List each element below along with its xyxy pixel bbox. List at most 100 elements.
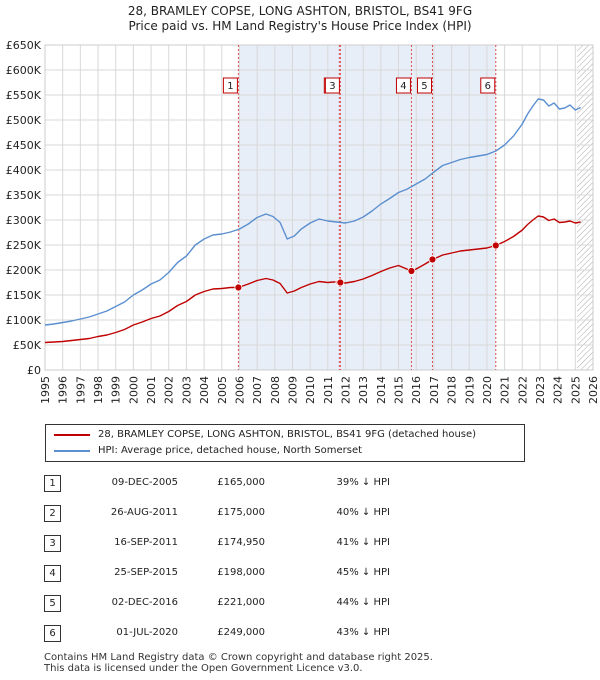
x-tick-label: 2023 [534,376,547,404]
transaction-row: 6 01-JUL-2020 £249,000 43% ↓ HPI [0,625,600,645]
transaction-marker [407,267,416,275]
y-tick-label: £650K [6,39,42,52]
transaction-price: £175,000 [217,507,265,518]
footer: Contains HM Land Registry data © Crown c… [44,652,433,674]
y-tick-label: £400K [6,164,42,177]
transaction-date: 09-DEC-2005 [111,477,178,488]
hatched-region [577,45,593,370]
y-tick-label: £450K [6,139,42,152]
x-tick-label: 2013 [357,376,370,404]
transaction-label-number: 6 [485,81,491,92]
transaction-label-number: 3 [329,81,335,92]
x-tick-label: 1995 [39,376,52,404]
transaction-label-border [416,77,432,94]
price-chart: £0 £50K £100K £150K £200K £250K £300K £350K £400… [6,39,600,404]
transaction-row: 4 25-SEP-2015 £198,000 45% ↓ HPI [0,565,600,585]
y-tick-label: £150K [6,289,42,302]
transaction-marker [491,241,500,250]
transaction-row: 1 09-DEC-2005 £165,000 39% ↓ HPI [0,475,600,495]
shaded-region [238,45,496,370]
transaction-marker [428,255,437,264]
x-tick-label: 2005 [216,376,229,404]
x-tick-label: 2007 [251,376,264,404]
y-tick-label: £0 [27,364,41,377]
x-tick-label: 2011 [322,376,335,404]
hpi-series-line [44,98,581,326]
transaction-hpi-diff: 41% ↓ HPI [336,537,390,548]
x-tick-label: 2019 [463,376,476,404]
transaction-hpi-diff: 43% ↓ HPI [336,627,390,638]
x-tick-label: 2009 [286,376,299,404]
x-tick-label: 1998 [92,376,105,404]
x-tick-label: 2000 [127,376,140,404]
transaction-label-box: 3 [324,77,340,94]
plot-border [44,44,594,371]
transaction-date: 16-SEP-2011 [114,537,178,548]
footer-licence: This data is licensed under the Open Gov… [44,663,363,674]
transaction-date: 25-SEP-2015 [114,567,178,578]
x-tick-label: 2010 [304,376,317,404]
y-tick-label: £200K [6,264,42,277]
transaction-price: £174,950 [217,537,265,548]
transaction-date: 02-DEC-2016 [111,597,178,608]
legend-label-hpi: HPI: Average price, detached house, Nort… [98,445,363,456]
x-tick-label: 1999 [110,376,123,404]
transaction-hpi-diff: 39% ↓ HPI [336,477,390,488]
transaction-label-box: 1 [222,77,238,94]
legend-label-property: 28, BRAMLEY COPSE, LONG ASHTON, BRISTOL,… [98,429,477,440]
x-tick-label: 2012 [340,376,353,404]
y-tick-label: £100K [6,314,42,327]
x-tick-label: 2001 [145,376,158,404]
transaction-date: 26-AUG-2011 [110,507,178,518]
x-tick-label: 2003 [180,376,193,404]
transaction-hpi-diff: 40% ↓ HPI [336,507,390,518]
y-tick-label: £300K [6,214,42,227]
x-tick-label: 2024 [552,376,565,404]
y-tick-label: £600K [6,64,42,77]
y-tick-label: £550K [6,89,42,102]
transaction-label-box: 6 [480,77,496,94]
transaction-label-box: 5 [416,77,432,94]
transaction-row: 5 02-DEC-2016 £221,000 44% ↓ HPI [0,595,600,615]
transaction-number: 2 [44,505,61,522]
x-tick-label: 2008 [269,376,282,404]
footer-copyright: Contains HM Land Registry data © Crown c… [44,652,433,663]
y-tick-label: £250K [6,239,42,252]
transaction-hpi-diff: 44% ↓ HPI [336,597,390,608]
transaction-row: 2 26-AUG-2011 £175,000 40% ↓ HPI [0,505,600,525]
transaction-number: 6 [44,625,61,642]
y-tick-label: £500K [6,114,42,127]
x-tick-label: 1997 [74,376,87,404]
transaction-label-number: 4 [400,81,406,92]
legend: 28, BRAMLEY COPSE, LONG ASHTON, BRISTOL,… [45,424,525,462]
chart-title: 28, BRAMLEY COPSE, LONG ASHTON, BRISTOL,… [127,4,473,18]
x-tick-label: 1996 [57,376,70,404]
transaction-price: £198,000 [217,567,265,578]
transaction-hpi-diff: 45% ↓ HPI [336,567,390,578]
transaction-marker [336,278,345,287]
transaction-price: £221,000 [217,597,265,608]
property-series-line [44,215,581,344]
transaction-label-box: 4 [395,77,411,94]
x-tick-label: 2021 [499,376,512,404]
x-tick-label: 2018 [446,376,459,404]
transaction-price: £165,000 [217,477,265,488]
x-tick-label: 2004 [198,376,211,404]
transaction-price: £249,000 [217,627,265,638]
transaction-label-border [480,77,496,94]
transaction-row: 3 16-SEP-2011 £174,950 41% ↓ HPI [0,535,600,555]
legend-swatch-blue [54,450,90,452]
x-tick-label: 2026 [587,376,600,404]
x-tick-label: 2020 [481,376,494,404]
x-tick-label: 2006 [233,376,246,404]
transaction-number: 1 [44,475,61,492]
x-tick-label: 2015 [393,376,406,404]
x-tick-label: 2022 [516,376,529,404]
transaction-date: 01-JUL-2020 [116,627,178,638]
x-tick-label: 2017 [428,376,441,404]
transaction-number: 4 [44,565,61,582]
transaction-label-number: 5 [421,81,427,92]
transaction-marker [234,283,243,292]
transaction-number: 3 [44,535,61,552]
transaction-number: 5 [44,595,61,612]
